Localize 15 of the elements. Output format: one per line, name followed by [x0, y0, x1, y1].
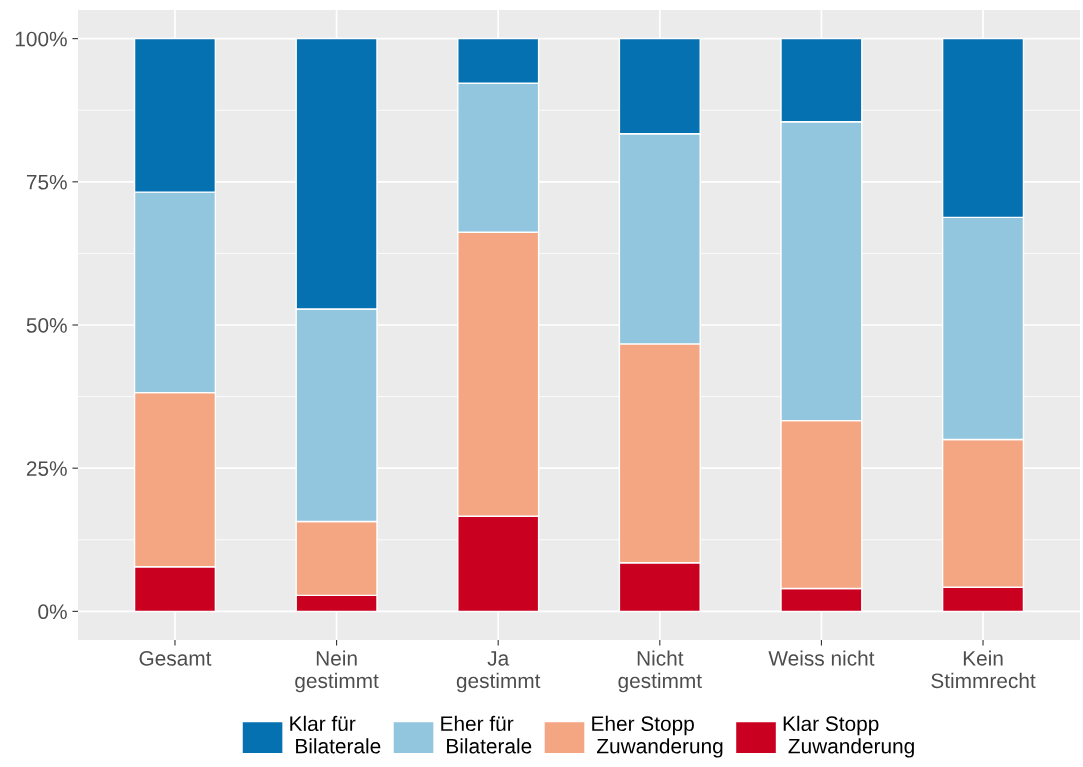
x-tick-label: Gesamt [139, 650, 212, 666]
x-tick-label: Weiss nicht [768, 650, 875, 666]
y-tick-label: 75% [26, 174, 67, 190]
legend-label: Klar für Bilaterale [290, 715, 381, 754]
x-tick-label: Nicht gestimmt [618, 650, 702, 693]
x-tick-label: Nein gestimmt [295, 650, 379, 693]
legend-label: Eher für Bilaterale [441, 715, 532, 754]
y-tick-label: 50% [26, 318, 67, 333]
x-tick-label: Ja gestimmt [456, 651, 541, 693]
y-tick-label: 25% [26, 461, 67, 476]
y-tick-label: 0% [38, 604, 67, 620]
legend-label: Eher Stopp Zuwanderung [592, 715, 723, 758]
y-tick-label: 100% [15, 31, 67, 47]
legend-label: Klar Stopp Zuwanderung [783, 715, 914, 758]
x-tick-label: Kein Stimmrecht [931, 650, 1036, 689]
